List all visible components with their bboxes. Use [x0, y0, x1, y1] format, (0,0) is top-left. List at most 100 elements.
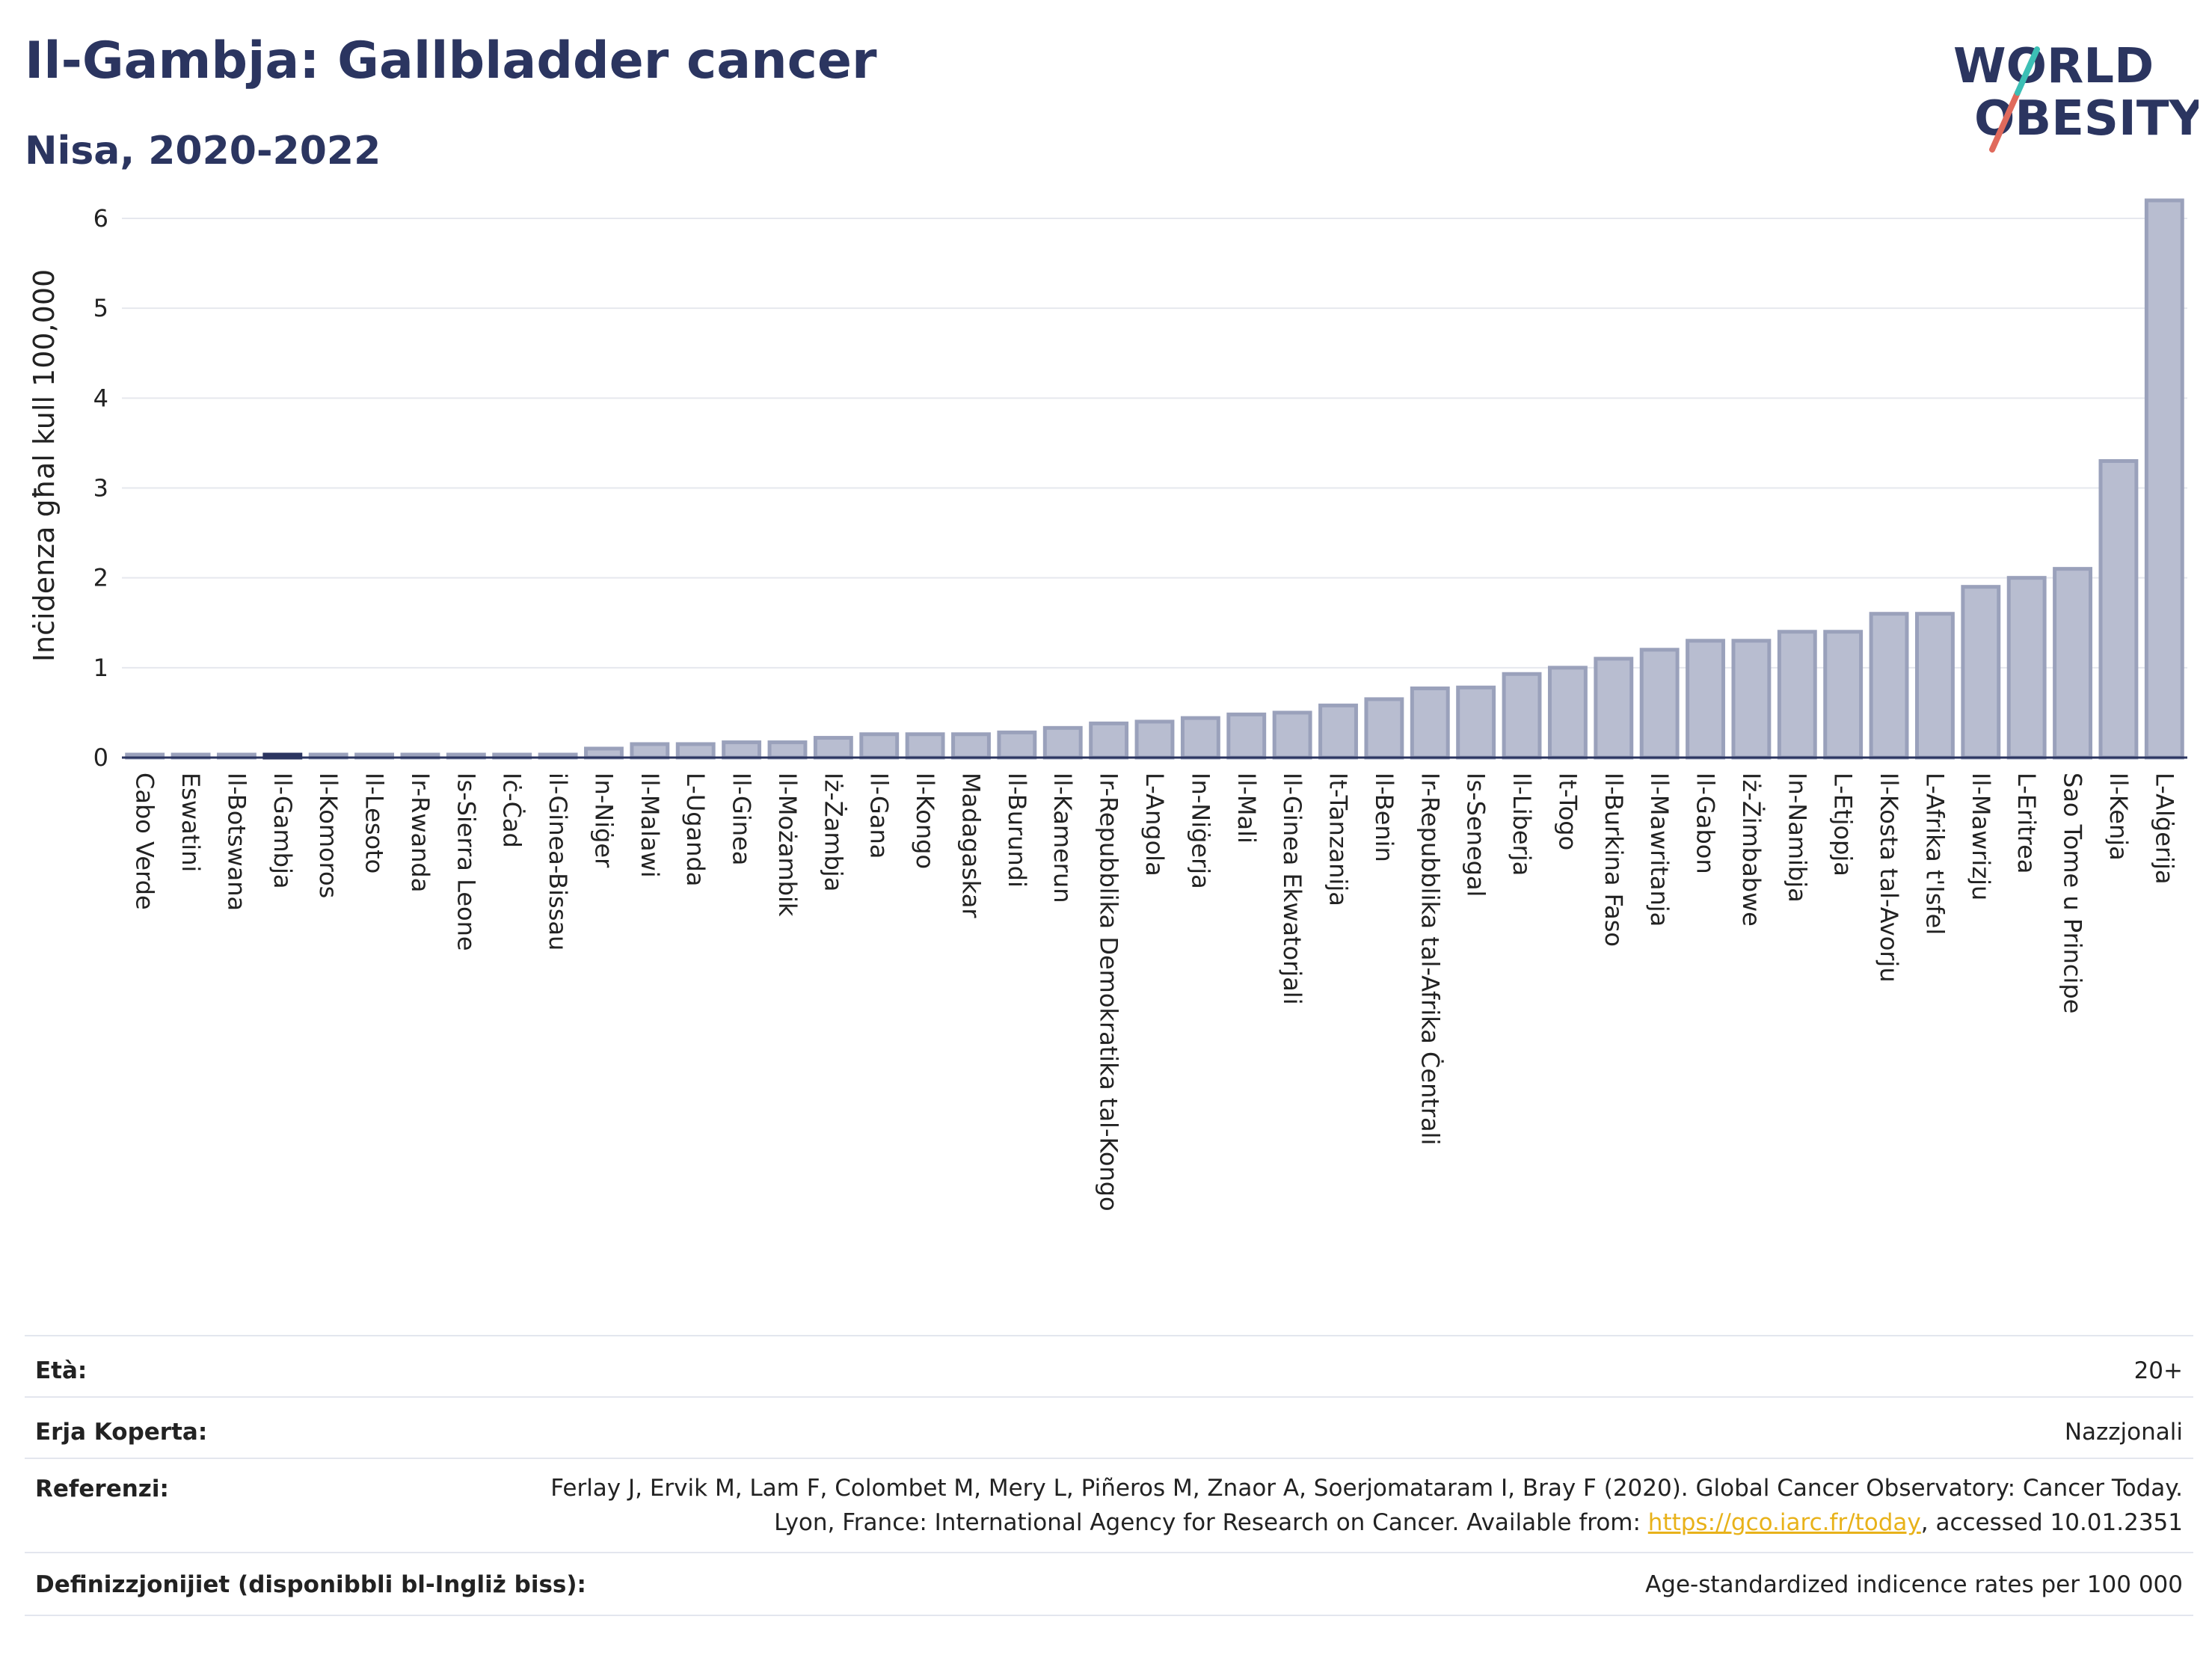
x-tick-label: Ir-Rwanda — [406, 773, 434, 892]
definitions-label: Definizzjonijiet (disponibbli bl-Ingliż … — [35, 1571, 586, 1598]
x-tick-label: Il-Możambik — [773, 773, 802, 917]
bar-41 — [2006, 576, 2047, 760]
x-tick-label: Il-Benin — [1370, 773, 1398, 862]
bar-24 — [1226, 712, 1267, 760]
bar-37 — [1823, 630, 1864, 760]
y-tick-label: 2 — [93, 564, 108, 592]
info-row-definitions: Definizzjonijiet (disponibbli bl-Ingliż … — [25, 1552, 2193, 1616]
info-row-age: Età: 20+ — [25, 1335, 2193, 1398]
references-text-accessed: , accessed 10.01.2351 — [1920, 1509, 2183, 1536]
area-label: Erja Koperta: — [35, 1419, 208, 1446]
bar-33 — [1639, 648, 1680, 760]
bar-43 — [2098, 458, 2139, 760]
x-tick-label: Is-Sierra Leone — [452, 773, 480, 951]
logo-line1: WORLD — [1953, 39, 2154, 94]
x-tick-label: Iż-Żimbabwe — [1737, 773, 1766, 927]
definitions-value: Age-standardized indicence rates per 100… — [1645, 1571, 2183, 1598]
x-tick-label: Il-Gambja — [268, 773, 297, 888]
x-tick-label: Il-Liberja — [1508, 773, 1536, 876]
references-label: Referenzi: — [35, 1476, 169, 1502]
y-tick-label: 4 — [93, 384, 108, 412]
bar-31 — [1547, 666, 1588, 760]
bar-36 — [1777, 630, 1817, 760]
area-value: Nazzjonali — [2064, 1419, 2183, 1446]
x-tick-label: Il-Kenja — [2104, 773, 2133, 861]
bar-28 — [1410, 686, 1450, 760]
y-tick-label: 3 — [93, 474, 108, 503]
bar-44 — [2144, 198, 2184, 760]
bar-22 — [1134, 719, 1175, 760]
references-text: Ferlay J, Ervik M, Lam F, Colombet M, Me… — [538, 1471, 2183, 1540]
x-tick-label: Il-Gana — [865, 773, 894, 859]
x-tick-label: Il-Burkina Faso — [1600, 773, 1628, 947]
bar-40 — [1961, 585, 2001, 760]
x-tick-label: Il-Botswana — [222, 773, 251, 911]
bar-21 — [1089, 721, 1129, 760]
bar-19 — [997, 730, 1037, 760]
bar-29 — [1456, 685, 1496, 760]
bar-14 — [767, 740, 808, 760]
x-tick-label: Il-Burundi — [1003, 773, 1031, 888]
x-tick-label: Il-Mali — [1232, 773, 1261, 844]
age-value: 20+ — [2133, 1357, 2183, 1384]
info-row-references: Referenzi: Ferlay J, Ervik M, Lam F, Col… — [25, 1458, 2193, 1553]
x-tick-label: Il-Gabon — [1692, 773, 1720, 874]
bar-chart: 0 1 2 3 4 5 6 Inċidenza għal kull 100,000 Cabo V… — [28, 198, 2187, 1212]
x-tick-label: Ir-Repubblika Demokratika tal-Kongo — [1095, 773, 1123, 1212]
x-tick-label: In-Namibja — [1783, 773, 1811, 903]
x-tick-label: L-Angola — [1140, 773, 1169, 876]
bar-26 — [1318, 703, 1358, 760]
bar-18 — [951, 732, 991, 760]
info-row-area: Erja Koperta: Nazzjonali — [25, 1396, 2193, 1459]
bar-34 — [1686, 639, 1725, 760]
bar-25 — [1272, 710, 1312, 760]
x-tick-label: Eswatini — [176, 773, 205, 872]
y-tick-label: 6 — [93, 204, 108, 233]
bar-11 — [630, 742, 670, 760]
x-tick-label: L-Eritrea — [2012, 773, 2041, 873]
references-link[interactable]: https://gco.iarc.fr/today — [1647, 1509, 1921, 1536]
x-tick-label: Il-Mawrizju — [1967, 773, 1995, 900]
x-tick-label: Il-Lesoto — [360, 773, 389, 873]
x-tick-label: Sao Tome u Principe — [2059, 773, 2087, 1013]
y-axis-label: Inċidenza għal kull 100,000 — [28, 269, 61, 662]
x-tick-label: Il-Komoros — [314, 773, 342, 898]
bar-32 — [1594, 657, 1634, 760]
x-tick-label: Ir-Repubblika tal-Afrika Ċentrali — [1416, 773, 1444, 1145]
x-tick-label: Iċ-Ċad — [498, 773, 526, 848]
references-text-main: Ferlay J, Ervik M, Lam F, Colombet M, Me… — [550, 1475, 2183, 1536]
bar-12 — [675, 742, 716, 760]
x-tick-label: Il-Kamerun — [1048, 773, 1077, 903]
bar-39 — [1914, 612, 1955, 760]
bar-35 — [1731, 639, 1772, 760]
bar-17 — [905, 732, 945, 760]
x-tick-label: Il-Malawi — [636, 773, 664, 878]
x-tick-label: Il-Kosta tal-Avorju — [1875, 773, 1903, 983]
x-tick-label: L-Afrika t'Isfel — [1920, 773, 1949, 935]
bar-15 — [813, 736, 853, 760]
x-tick-label: Il-Mawritanja — [1645, 773, 1674, 927]
bar-13 — [722, 740, 762, 760]
x-tick-label: il-Ginea-Bissau — [544, 773, 572, 951]
x-tick-label: It-Togo — [1553, 773, 1582, 850]
x-tick-label: Madagaskar — [956, 773, 985, 918]
bar-38 — [1869, 612, 1909, 760]
x-tick-label: L-Uganda — [681, 773, 710, 886]
x-tick-label: Il-Kongo — [911, 773, 939, 869]
x-tick-label: Iż-Żambja — [819, 773, 847, 891]
page-subtitle: Nisa, 2020-2022 — [25, 129, 381, 174]
x-tick-label: In-Niġer — [589, 773, 618, 868]
bar-20 — [1042, 725, 1083, 760]
page-title: Il-Gambja: Gallbladder cancer — [25, 31, 877, 90]
x-tick-label: In-Niġerja — [1186, 773, 1214, 889]
age-label: Età: — [35, 1357, 87, 1384]
x-tick-label: Cabo Verde — [131, 773, 159, 910]
x-tick-label: L-Alġerija — [2150, 773, 2178, 884]
x-tick-label: It-Tanzanija — [1324, 773, 1353, 906]
bar-30 — [1502, 672, 1542, 760]
y-tick-label: 1 — [93, 654, 108, 682]
y-tick-label: 0 — [93, 743, 108, 772]
x-tick-label: Il-Ginea Ekwatorjali — [1278, 773, 1306, 1005]
bar-27 — [1364, 697, 1404, 760]
x-tick-label: Il-Ginea — [728, 773, 756, 865]
